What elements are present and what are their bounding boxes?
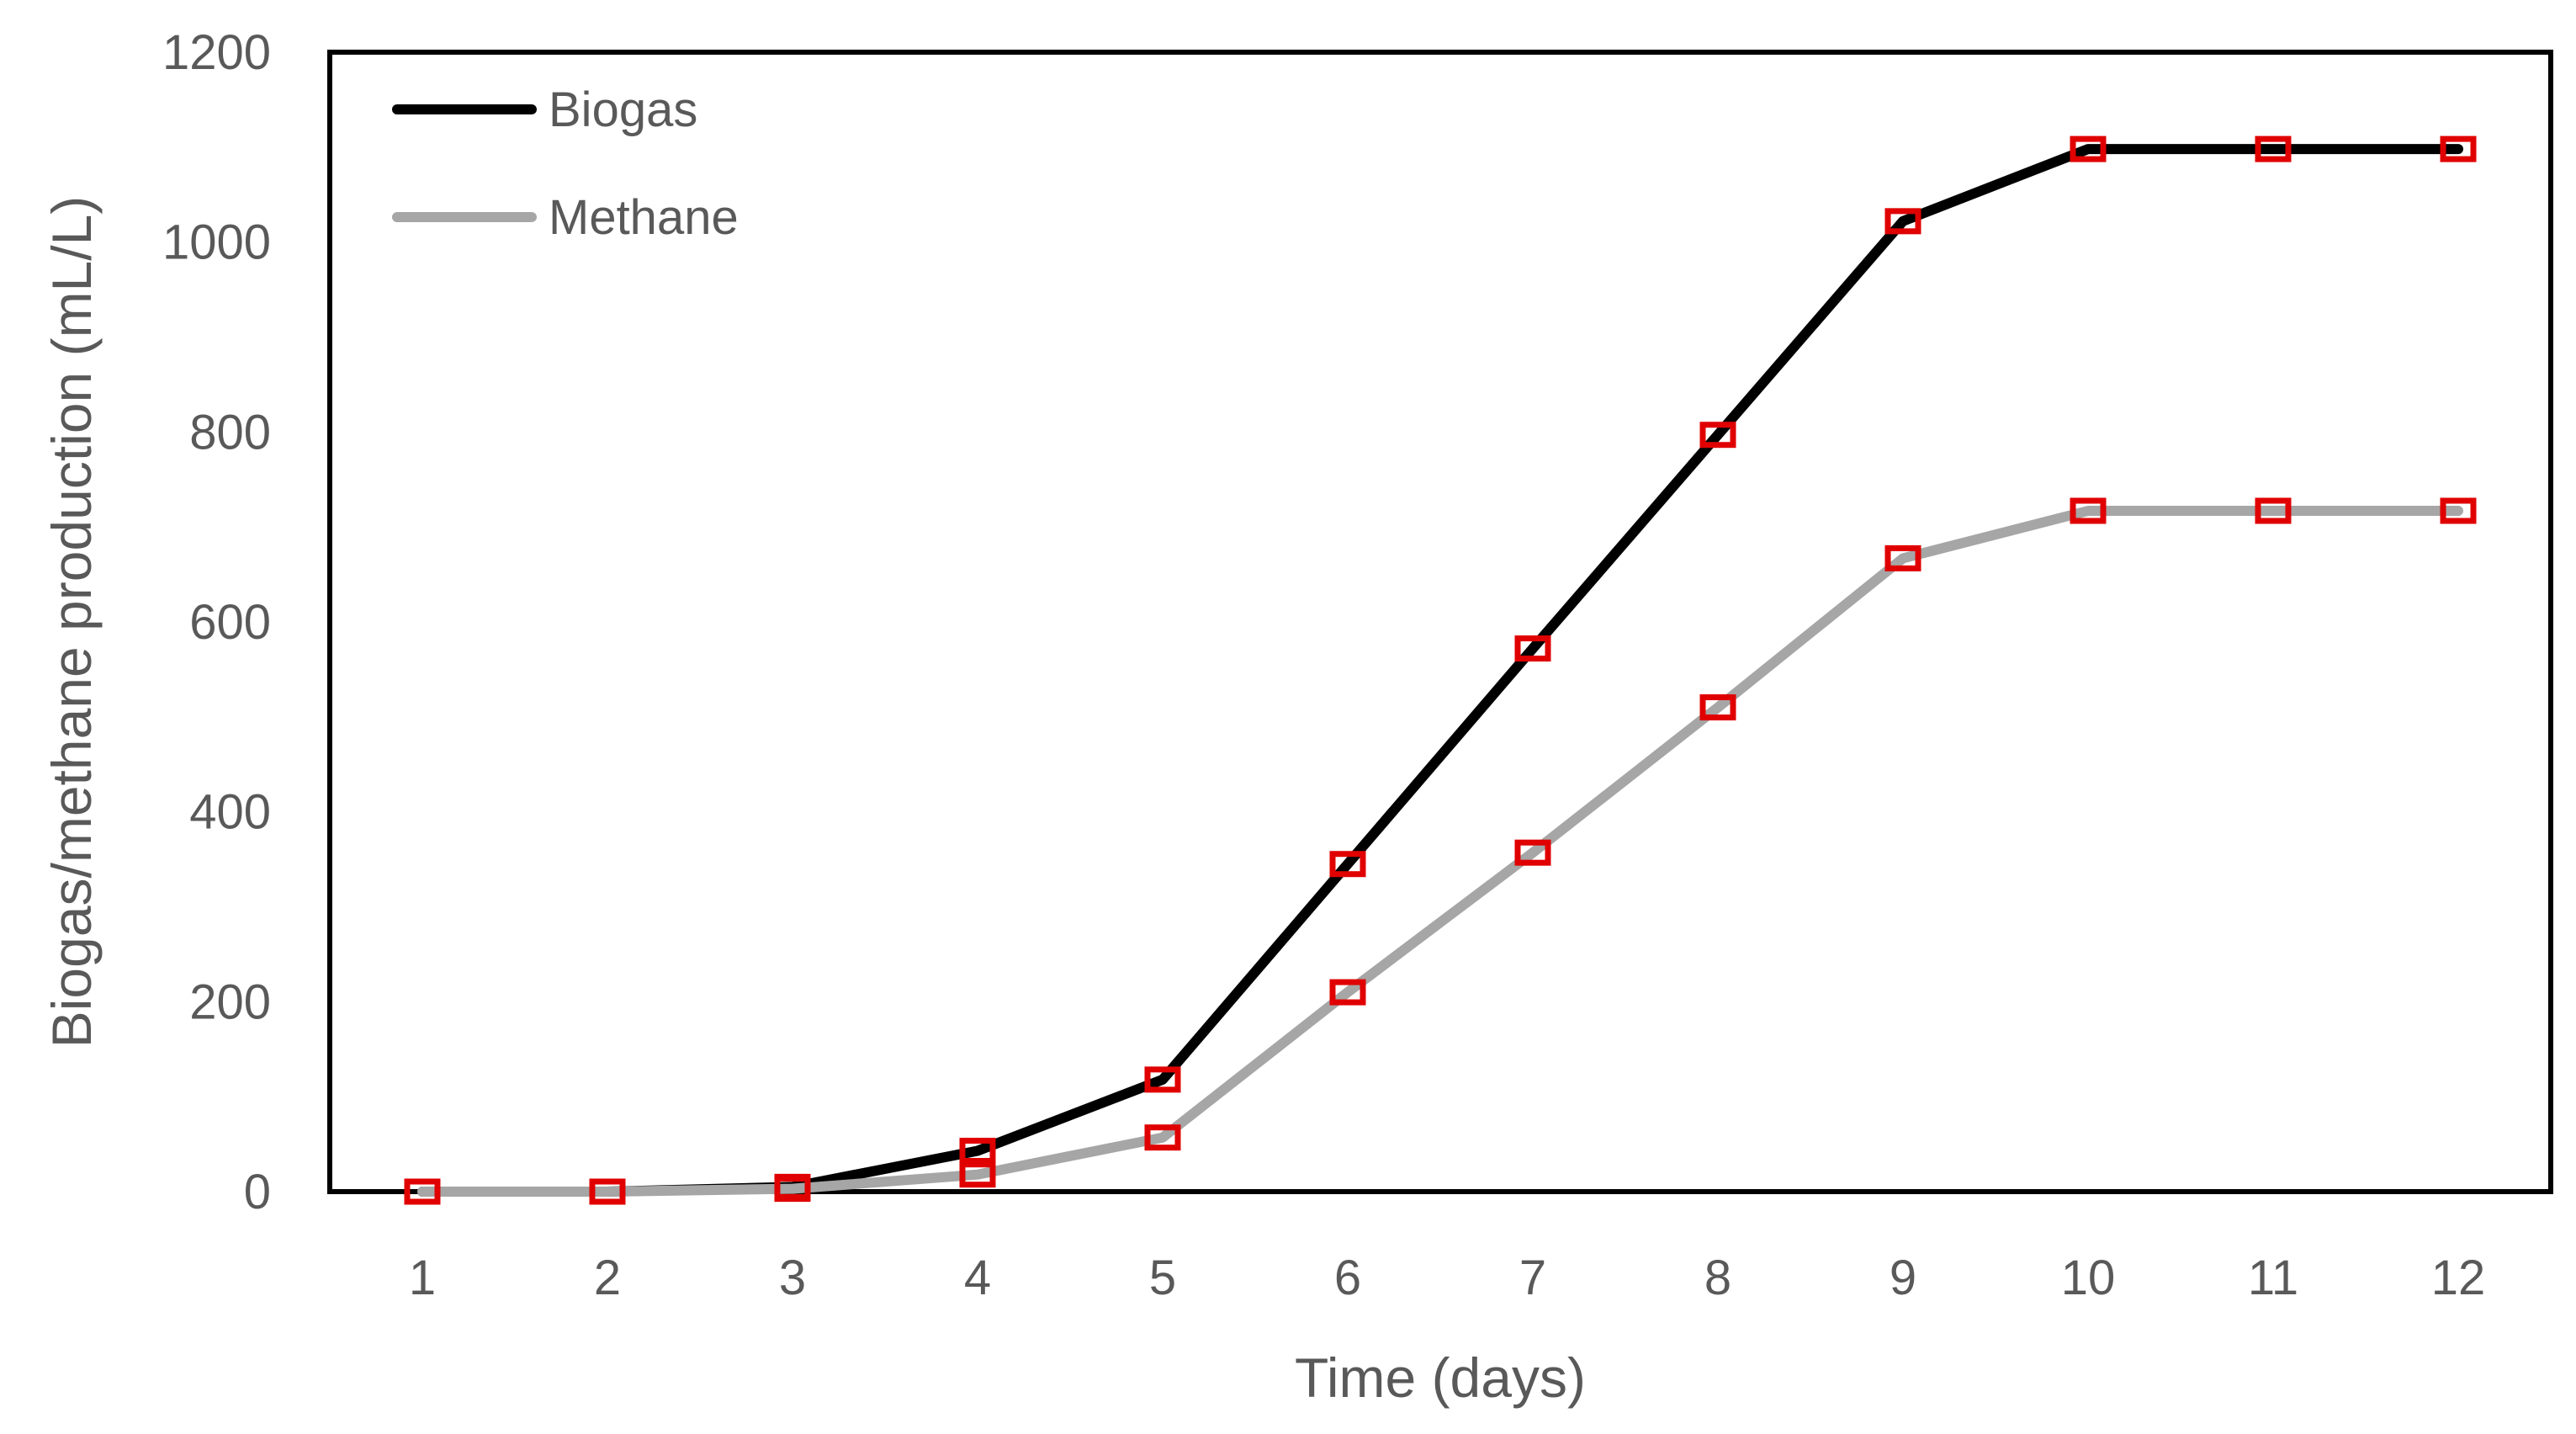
x-axis-ticks: 1 2 3 4 5 6 7 8 9 10 11 12 bbox=[409, 1251, 2485, 1305]
x-tick-label: 9 bbox=[1890, 1251, 1916, 1305]
biogas-legend-label: Biogas bbox=[549, 82, 697, 137]
methane-data-point bbox=[774, 1176, 811, 1203]
biogas-data-point bbox=[959, 1137, 996, 1164]
x-tick-label: 10 bbox=[2061, 1251, 2116, 1305]
methane-data-point bbox=[1144, 1124, 1181, 1151]
methane-legend-label: Methane bbox=[549, 190, 739, 245]
biogas-series-line bbox=[417, 144, 2463, 1197]
biogas-data-point bbox=[1514, 635, 1551, 662]
x-tick-label: 6 bbox=[1334, 1251, 1361, 1305]
y-tick-label: 0 bbox=[244, 1165, 271, 1219]
legend: Biogas Methane bbox=[392, 82, 739, 245]
methane-data-point bbox=[1514, 839, 1551, 866]
x-tick-label: 8 bbox=[1704, 1251, 1731, 1305]
biogas-data-point bbox=[2440, 135, 2477, 162]
methane-data-point bbox=[404, 1178, 441, 1205]
y-axis-ticks: 0 200 400 600 800 1000 1200 bbox=[162, 25, 271, 1219]
x-tick-label: 1 bbox=[409, 1251, 436, 1305]
y-tick-label: 600 bbox=[189, 595, 271, 650]
x-tick-label: 3 bbox=[779, 1251, 806, 1305]
x-tick-label: 11 bbox=[2248, 1251, 2298, 1305]
methane-data-point bbox=[2070, 497, 2107, 524]
biogas-data-point bbox=[1329, 851, 1366, 878]
methane-data-point bbox=[1884, 544, 1921, 571]
biogas-data-point bbox=[1699, 422, 1736, 449]
biogas-data-point bbox=[1144, 1066, 1181, 1093]
y-tick-label: 800 bbox=[189, 405, 271, 459]
biogas-markers bbox=[404, 135, 2477, 1205]
biogas-data-point bbox=[2255, 135, 2292, 162]
series-layer bbox=[404, 135, 2477, 1205]
x-tick-label: 12 bbox=[2431, 1251, 2486, 1305]
y-tick-label: 400 bbox=[189, 785, 271, 840]
methane-data-point bbox=[1699, 694, 1736, 721]
x-axis-title: Time (days) bbox=[1295, 1346, 1586, 1409]
y-tick-label: 1000 bbox=[162, 215, 271, 270]
methane-data-point bbox=[959, 1161, 996, 1188]
x-tick-label: 5 bbox=[1149, 1251, 1176, 1305]
methane-data-point bbox=[589, 1178, 626, 1205]
x-tick-label: 2 bbox=[594, 1251, 621, 1305]
plot-frame bbox=[327, 50, 2553, 1194]
methane-series-line bbox=[417, 506, 2463, 1197]
methane-data-point bbox=[1329, 979, 1366, 1006]
y-axis-title: Biogas/methane production (mL/L) bbox=[40, 196, 103, 1049]
y-tick-label: 200 bbox=[189, 975, 271, 1029]
y-tick-label: 1200 bbox=[162, 25, 271, 80]
biogas-data-point bbox=[2070, 135, 2107, 162]
methane-data-point bbox=[2440, 497, 2477, 524]
biogas-data-point bbox=[1884, 208, 1921, 235]
x-tick-label: 4 bbox=[964, 1251, 991, 1305]
methane-markers bbox=[404, 497, 2477, 1205]
methane-data-point bbox=[2255, 497, 2292, 524]
x-tick-label: 7 bbox=[1519, 1251, 1546, 1305]
